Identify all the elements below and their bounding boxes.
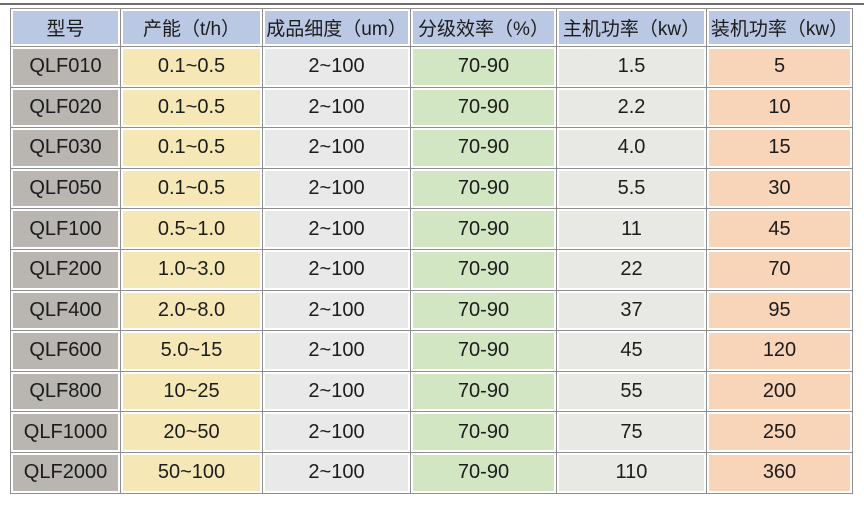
top-divider-line (0, 3, 864, 5)
cell-fineness: 2~100 (262, 167, 411, 210)
cell-fineness: 2~100 (262, 451, 411, 494)
cell-model: QLF800 (10, 370, 121, 413)
table-row: QLF030 0.1~0.5 2~100 70-90 4.0 15 (10, 127, 853, 169)
cell-installed-power: 200 (706, 370, 853, 413)
cell-model: QLF020 (10, 86, 121, 129)
cell-installed-power: 15 (706, 127, 853, 169)
cell-fineness: 2~100 (262, 248, 411, 291)
cell-main-power: 2.2 (556, 86, 707, 129)
cell-capacity: 0.1~0.5 (120, 127, 263, 169)
cell-model: QLF200 (10, 248, 121, 291)
table-row: QLF200 1.0~3.0 2~100 70-90 22 70 (10, 248, 853, 291)
cell-capacity: 5.0~15 (120, 330, 263, 372)
cell-fineness: 2~100 (262, 370, 411, 413)
cell-main-power: 55 (556, 370, 707, 413)
cell-installed-power: 120 (706, 330, 853, 372)
cell-fineness: 2~100 (262, 411, 411, 453)
header-efficiency: 分级效率（%） (410, 8, 557, 47)
header-model: 型号 (10, 8, 121, 47)
table-row: QLF050 0.1~0.5 2~100 70-90 5.5 30 (10, 167, 853, 210)
cell-main-power: 5.5 (556, 167, 707, 210)
header-capacity: 产能（t/h） (120, 8, 263, 47)
cell-efficiency: 70-90 (410, 370, 557, 413)
cell-model: QLF600 (10, 330, 121, 372)
cell-installed-power: 30 (706, 167, 853, 210)
cell-efficiency: 70-90 (410, 86, 557, 129)
header-installed-power: 装机功率（kw） (706, 8, 853, 47)
cell-efficiency: 70-90 (410, 46, 557, 88)
cell-capacity: 10~25 (120, 370, 263, 413)
cell-model: QLF050 (10, 167, 121, 210)
header-main-power: 主机功率（kw） (556, 8, 707, 47)
cell-model: QLF400 (10, 289, 121, 332)
cell-main-power: 75 (556, 411, 707, 453)
spec-table-body: QLF010 0.1~0.5 2~100 70-90 1.5 5 QLF020 0.1~0.5… (10, 46, 853, 494)
table-row: QLF1000 20~50 2~100 70-90 75 250 (10, 411, 853, 453)
table-row: QLF800 10~25 2~100 70-90 55 200 (10, 370, 853, 413)
cell-installed-power: 360 (706, 451, 853, 494)
cell-model: QLF030 (10, 127, 121, 169)
cell-main-power: 37 (556, 289, 707, 332)
cell-efficiency: 70-90 (410, 248, 557, 291)
cell-installed-power: 95 (706, 289, 853, 332)
cell-installed-power: 5 (706, 46, 853, 88)
table-row: QLF2000 50~100 2~100 70-90 110 360 (10, 451, 853, 494)
cell-model: QLF2000 (10, 451, 121, 494)
table-row: QLF100 0.5~1.0 2~100 70-90 11 45 (10, 208, 853, 250)
cell-efficiency: 70-90 (410, 330, 557, 372)
cell-efficiency: 70-90 (410, 451, 557, 494)
cell-installed-power: 45 (706, 208, 853, 250)
cell-capacity: 1.0~3.0 (120, 248, 263, 291)
cell-main-power: 4.0 (556, 127, 707, 169)
cell-capacity: 0.5~1.0 (120, 208, 263, 250)
cell-fineness: 2~100 (262, 46, 411, 88)
cell-capacity: 0.1~0.5 (120, 86, 263, 129)
cell-fineness: 2~100 (262, 208, 411, 250)
cell-installed-power: 250 (706, 411, 853, 453)
cell-fineness: 2~100 (262, 86, 411, 129)
header-fineness: 成品细度（um） (262, 8, 411, 47)
cell-fineness: 2~100 (262, 289, 411, 332)
cell-installed-power: 10 (706, 86, 853, 129)
spec-table-header: 型号 产能（t/h） 成品细度（um） 分级效率（%） 主机功率（kw） 装机功… (10, 8, 853, 47)
spec-table: 型号 产能（t/h） 成品细度（um） 分级效率（%） 主机功率（kw） 装机功… (10, 8, 853, 494)
cell-main-power: 110 (556, 451, 707, 494)
cell-efficiency: 70-90 (410, 127, 557, 169)
cell-main-power: 45 (556, 330, 707, 372)
cell-model: QLF010 (10, 46, 121, 88)
cell-capacity: 0.1~0.5 (120, 167, 263, 210)
table-row: QLF400 2.0~8.0 2~100 70-90 37 95 (10, 289, 853, 332)
cell-efficiency: 70-90 (410, 411, 557, 453)
cell-model: QLF100 (10, 208, 121, 250)
table-row: QLF020 0.1~0.5 2~100 70-90 2.2 10 (10, 86, 853, 129)
cell-fineness: 2~100 (262, 127, 411, 169)
table-row: QLF600 5.0~15 2~100 70-90 45 120 (10, 330, 853, 372)
cell-capacity: 0.1~0.5 (120, 46, 263, 88)
cell-capacity: 50~100 (120, 451, 263, 494)
cell-main-power: 11 (556, 208, 707, 250)
cell-installed-power: 70 (706, 248, 853, 291)
cell-capacity: 2.0~8.0 (120, 289, 263, 332)
cell-main-power: 22 (556, 248, 707, 291)
header-row: 型号 产能（t/h） 成品细度（um） 分级效率（%） 主机功率（kw） 装机功… (10, 8, 853, 47)
table-row: QLF010 0.1~0.5 2~100 70-90 1.5 5 (10, 46, 853, 88)
cell-efficiency: 70-90 (410, 208, 557, 250)
cell-model: QLF1000 (10, 411, 121, 453)
cell-efficiency: 70-90 (410, 289, 557, 332)
cell-main-power: 1.5 (556, 46, 707, 88)
cell-efficiency: 70-90 (410, 167, 557, 210)
cell-fineness: 2~100 (262, 330, 411, 372)
cell-capacity: 20~50 (120, 411, 263, 453)
